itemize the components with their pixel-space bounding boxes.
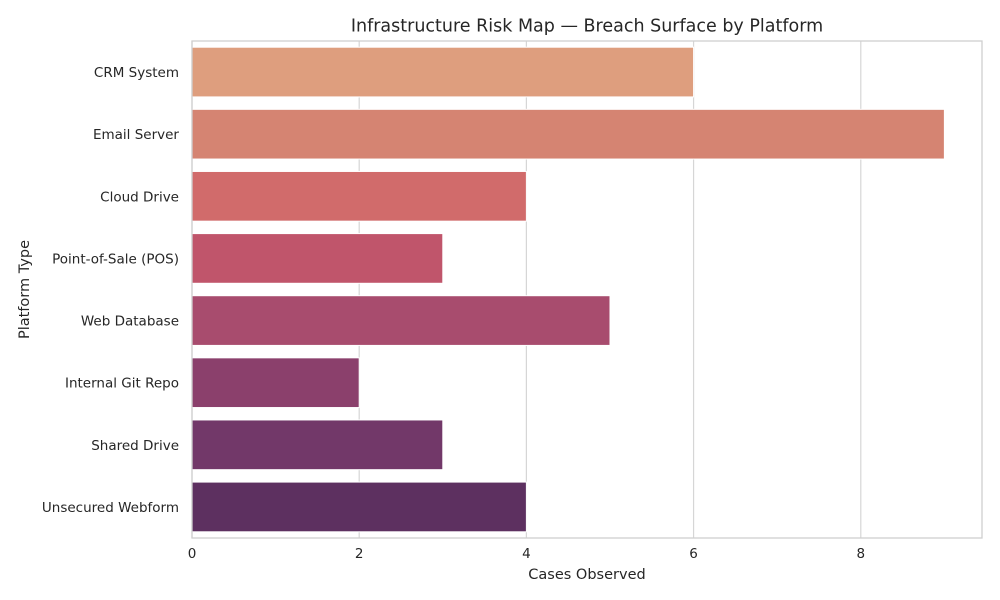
bar-shared-drive	[191, 419, 444, 471]
bar-crm-system	[191, 46, 695, 98]
bars	[191, 46, 945, 533]
bar-web-database	[191, 295, 611, 346]
x-tick-label: 4	[522, 546, 531, 562]
y-tick-label: Internal Git Repo	[65, 376, 179, 392]
bar-unsecured-webform	[191, 481, 527, 533]
y-tick-label: CRM System	[94, 65, 179, 81]
bar-cloud-drive	[191, 170, 527, 222]
y-axis-label: Platform Type	[17, 240, 33, 339]
bar-email-server	[191, 108, 945, 160]
y-tick-label: Web Database	[81, 314, 179, 330]
y-tick-label: Email Server	[93, 127, 179, 143]
x-tick-label: 8	[856, 546, 865, 562]
chart-title: Infrastructure Risk Map — Breach Surface…	[351, 17, 823, 37]
y-tick-label: Point-of-Sale (POS)	[52, 251, 179, 267]
bar-point-of-sale-pos	[191, 233, 444, 284]
x-tick-labels: 0 2 4 6 8	[188, 546, 865, 562]
x-tick-label: 0	[188, 546, 197, 562]
x-tick-label: 2	[355, 546, 364, 562]
x-axis-label: Cases Observed	[528, 567, 645, 583]
y-tick-label: Shared Drive	[91, 438, 179, 454]
y-tick-labels: CRM System Email Server Cloud Drive Point-o…	[42, 65, 180, 516]
bar-internal-git-repo	[191, 357, 360, 409]
plot-frame	[191, 40, 983, 539]
y-tick-label: Unsecured Webform	[42, 500, 179, 516]
x-tick-label: 6	[689, 546, 698, 562]
y-tick-label: Cloud Drive	[100, 189, 179, 205]
